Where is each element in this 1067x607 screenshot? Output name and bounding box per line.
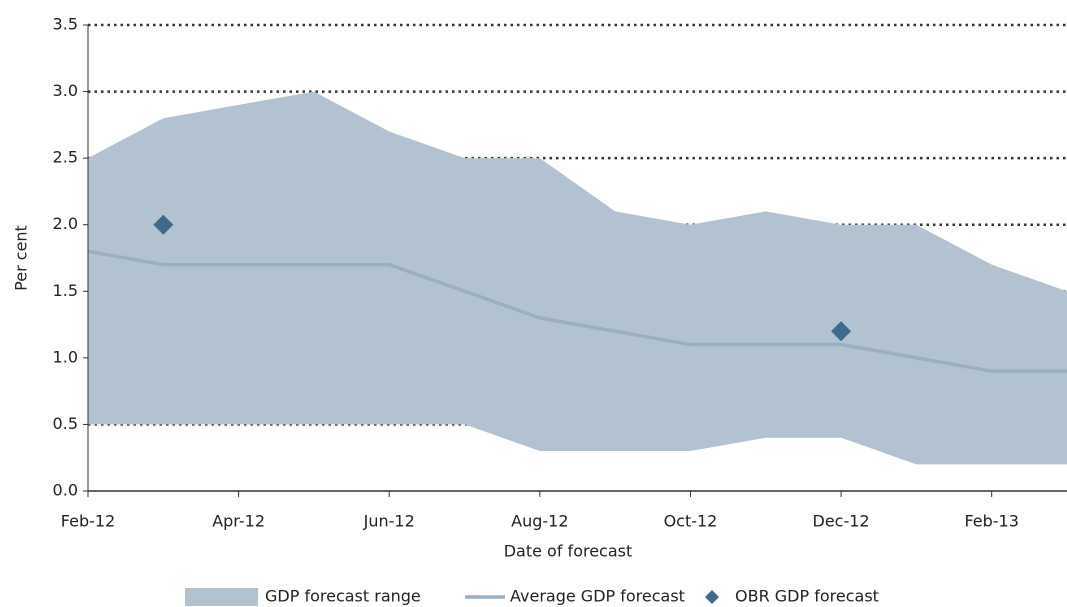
legend-label: OBR GDP forecast <box>735 587 879 606</box>
y-tick-label: 1.0 <box>53 347 78 366</box>
x-tick-label: Apr-12 <box>212 512 265 531</box>
x-tick-label: Feb-12 <box>61 512 115 531</box>
x-axis-label: Date of forecast <box>504 542 633 561</box>
x-tick-label: Jun-12 <box>363 512 415 531</box>
legend-swatch <box>705 590 719 604</box>
obr-point <box>153 214 174 235</box>
y-tick-label: 2.0 <box>53 214 78 233</box>
legend-swatch <box>185 588 258 606</box>
average-line <box>87 249 1067 373</box>
y-tick-label: 0.5 <box>53 414 78 433</box>
legend-label: Average GDP forecast <box>510 587 685 606</box>
y-tick-label: 1.5 <box>53 281 78 300</box>
obr-point <box>831 321 852 342</box>
y-tick-label: 2.5 <box>53 148 78 167</box>
y-tick-label: 3.0 <box>53 81 78 100</box>
legend-label: GDP forecast range <box>265 587 421 606</box>
x-tick-label: Feb-13 <box>964 512 1018 531</box>
y-tick-label: 0.0 <box>53 481 78 500</box>
y-tick-label: 3.5 <box>53 15 78 34</box>
y-axis-label: Per cent <box>12 225 31 291</box>
x-tick-label: Dec-12 <box>813 512 870 531</box>
x-tick-label: Oct-12 <box>664 512 718 531</box>
x-tick-label: Aug-12 <box>511 512 568 531</box>
range-area <box>88 91 1067 465</box>
